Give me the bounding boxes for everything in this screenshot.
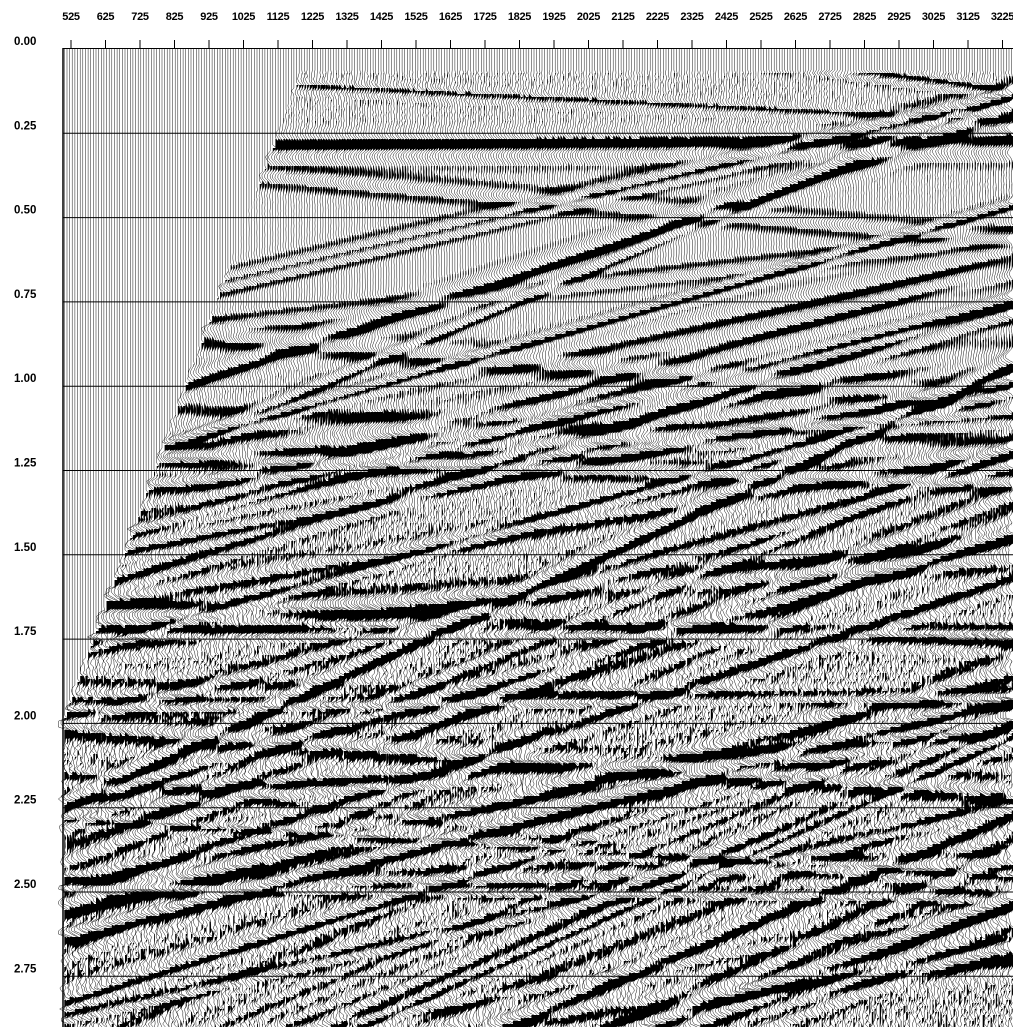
trace-label: 2725 bbox=[818, 11, 841, 23]
trace-label: 3225 bbox=[991, 11, 1013, 23]
time-label: 1.50 bbox=[14, 542, 36, 554]
trace-label: 2025 bbox=[577, 11, 600, 23]
trace-label: 825 bbox=[166, 11, 184, 23]
time-label: 2.00 bbox=[14, 710, 36, 722]
trace-label: 1125 bbox=[267, 11, 290, 23]
trace-label: 2125 bbox=[611, 11, 634, 23]
trace-label: 1325 bbox=[335, 11, 358, 23]
trace-label: 2625 bbox=[784, 11, 807, 23]
trace-label: 3025 bbox=[922, 11, 945, 23]
trace-label: 2925 bbox=[887, 11, 910, 23]
trace-label: 1225 bbox=[301, 11, 324, 23]
time-label: 1.75 bbox=[14, 626, 37, 638]
trace-label: 2525 bbox=[749, 11, 772, 23]
time-label: 1.00 bbox=[14, 373, 36, 385]
trace-label: 2225 bbox=[646, 11, 669, 23]
trace-label: 525 bbox=[62, 11, 80, 23]
trace-label: 925 bbox=[200, 11, 218, 23]
trace-label: 1725 bbox=[473, 11, 496, 23]
trace-label: 1925 bbox=[542, 11, 565, 23]
trace-label: 625 bbox=[97, 11, 115, 23]
trace-label: 3125 bbox=[956, 11, 979, 23]
time-label: 0.00 bbox=[14, 36, 36, 48]
time-label: 2.50 bbox=[14, 879, 36, 891]
trace-label: 1425 bbox=[370, 11, 393, 23]
trace-label: 725 bbox=[131, 11, 149, 23]
time-label: 0.75 bbox=[14, 289, 37, 301]
time-label: 2.25 bbox=[14, 795, 37, 807]
trace-label: 2825 bbox=[853, 11, 876, 23]
time-label: 1.25 bbox=[14, 458, 37, 470]
time-label: 0.25 bbox=[14, 120, 37, 132]
time-label: 2.75 bbox=[14, 963, 37, 975]
trace-label: 1625 bbox=[439, 11, 462, 23]
trace-label: 2425 bbox=[715, 11, 738, 23]
time-label: 0.50 bbox=[14, 205, 36, 217]
trace-label: 1525 bbox=[404, 11, 427, 23]
trace-label: 1025 bbox=[232, 11, 255, 23]
trace-label: 2325 bbox=[680, 11, 703, 23]
trace-label: 1825 bbox=[508, 11, 531, 23]
